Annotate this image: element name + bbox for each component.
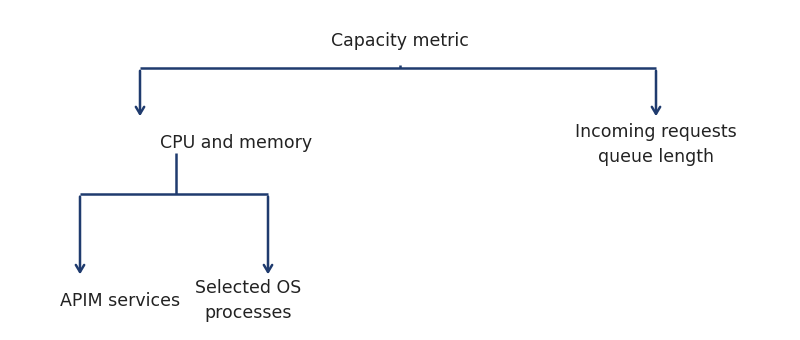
Text: APIM services: APIM services — [60, 292, 180, 310]
Text: CPU and memory: CPU and memory — [160, 134, 312, 152]
Text: Selected OS
processes: Selected OS processes — [195, 279, 301, 322]
Text: Incoming requests
queue length: Incoming requests queue length — [575, 123, 737, 166]
Text: Capacity metric: Capacity metric — [331, 32, 469, 50]
